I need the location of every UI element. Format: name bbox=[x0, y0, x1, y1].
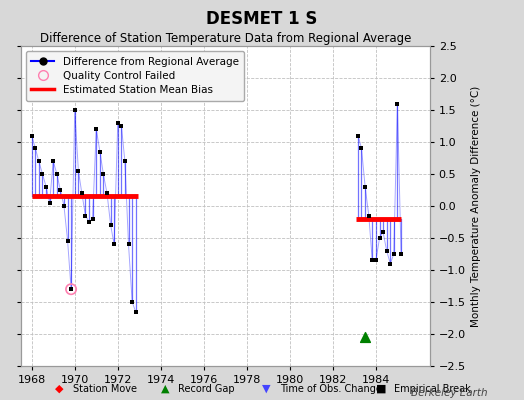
Point bbox=[132, 308, 140, 315]
Point bbox=[361, 184, 369, 190]
Point bbox=[67, 286, 75, 292]
Title: Difference of Station Temperature Data from Regional Average: Difference of Station Temperature Data f… bbox=[40, 32, 411, 45]
Text: Station Move: Station Move bbox=[73, 384, 137, 394]
Point bbox=[38, 171, 47, 177]
Point bbox=[78, 190, 86, 196]
Point bbox=[56, 187, 64, 193]
Text: DESMET 1 S: DESMET 1 S bbox=[206, 10, 318, 28]
Point bbox=[99, 171, 107, 177]
Point bbox=[49, 158, 58, 164]
Point bbox=[92, 126, 101, 132]
Point bbox=[121, 158, 129, 164]
Point bbox=[357, 145, 366, 152]
Point bbox=[81, 212, 90, 219]
Point bbox=[63, 238, 72, 244]
Point bbox=[393, 100, 401, 107]
Point bbox=[379, 228, 387, 235]
Point bbox=[96, 148, 104, 155]
Text: ◆: ◆ bbox=[55, 384, 63, 394]
Text: Berkeley Earth: Berkeley Earth bbox=[411, 388, 487, 398]
Point bbox=[368, 257, 376, 264]
Point bbox=[128, 299, 136, 305]
Point bbox=[46, 200, 54, 206]
Text: Empirical Break: Empirical Break bbox=[394, 384, 471, 394]
Point bbox=[74, 168, 83, 174]
Point bbox=[42, 184, 50, 190]
Text: ▲: ▲ bbox=[161, 384, 169, 394]
Point bbox=[106, 222, 115, 228]
Point bbox=[114, 120, 122, 126]
Point bbox=[365, 212, 373, 219]
Point bbox=[375, 235, 384, 241]
Y-axis label: Monthly Temperature Anomaly Difference (°C): Monthly Temperature Anomaly Difference (… bbox=[472, 85, 482, 327]
Point bbox=[35, 158, 43, 164]
Point bbox=[31, 145, 40, 152]
Point bbox=[71, 107, 79, 113]
Point bbox=[89, 216, 97, 222]
Text: ▼: ▼ bbox=[262, 384, 270, 394]
Point bbox=[53, 171, 61, 177]
Point bbox=[85, 219, 93, 225]
Point bbox=[103, 190, 111, 196]
Legend: Difference from Regional Average, Quality Control Failed, Estimated Station Mean: Difference from Regional Average, Qualit… bbox=[26, 51, 244, 101]
Point bbox=[386, 260, 395, 267]
Point bbox=[354, 132, 362, 139]
Point bbox=[67, 286, 75, 292]
Text: Time of Obs. Change: Time of Obs. Change bbox=[280, 384, 381, 394]
Point bbox=[397, 251, 405, 257]
Text: ■: ■ bbox=[376, 384, 387, 394]
Point bbox=[117, 123, 126, 129]
Point bbox=[383, 248, 391, 254]
Point bbox=[124, 241, 133, 248]
Point bbox=[60, 203, 68, 209]
Point bbox=[372, 257, 380, 264]
Point bbox=[361, 334, 369, 340]
Point bbox=[28, 132, 36, 139]
Point bbox=[389, 251, 398, 257]
Text: Record Gap: Record Gap bbox=[178, 384, 235, 394]
Point bbox=[110, 241, 118, 248]
